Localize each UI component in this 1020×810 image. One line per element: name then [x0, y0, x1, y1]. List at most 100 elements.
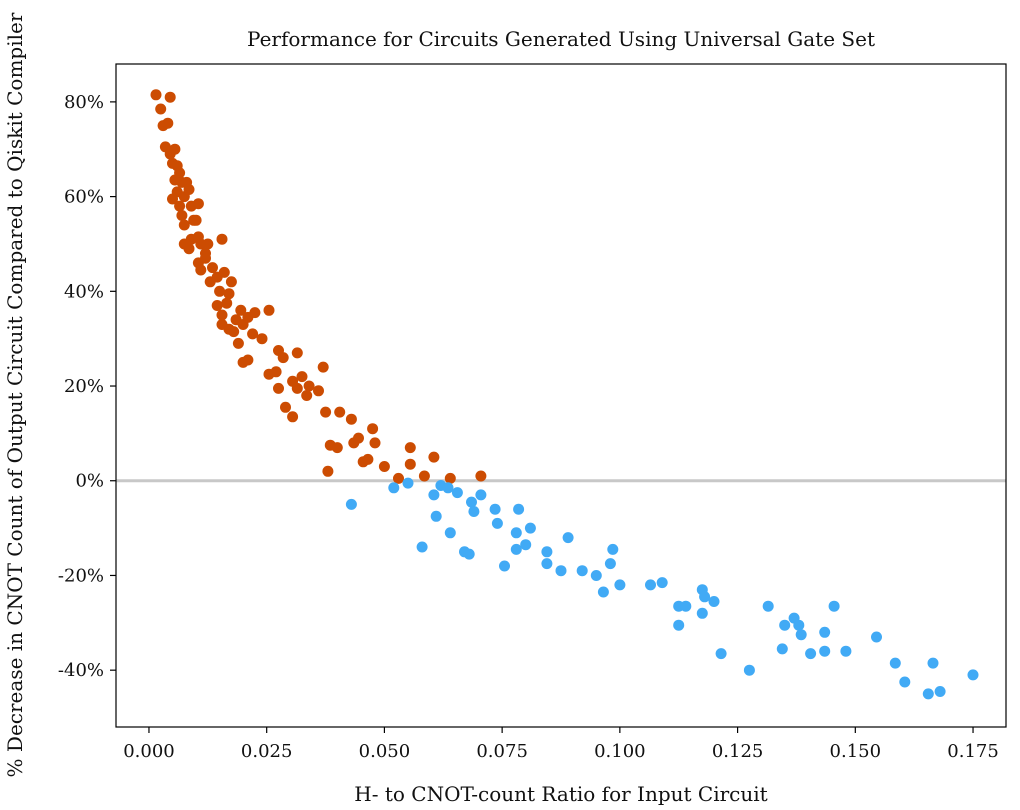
- scatter-point: [819, 645, 831, 657]
- scatter-point: [430, 510, 442, 522]
- x-tick-label: 0.100: [594, 741, 646, 762]
- scatter-point: [743, 664, 755, 676]
- scatter-point: [291, 382, 303, 394]
- scatter-point: [176, 210, 188, 221]
- scatter-point: [192, 198, 204, 210]
- scatter-point: [169, 143, 181, 155]
- x-tick-label: 0.025: [241, 741, 293, 762]
- scatter-point: [404, 458, 416, 470]
- scatter-point: [242, 354, 254, 366]
- scatter-point: [235, 304, 247, 316]
- scatter-point: [362, 453, 374, 465]
- scatter-point: [934, 686, 946, 697]
- scatter-point: [489, 503, 501, 515]
- scatter-point: [510, 527, 522, 539]
- scatter-point: [762, 600, 774, 612]
- y-tick-label: -40%: [58, 660, 104, 681]
- scatter-point: [475, 470, 487, 482]
- scatter-point: [404, 442, 416, 454]
- scatter-point: [776, 643, 788, 655]
- scatter-point: [247, 328, 259, 340]
- scatter-point: [228, 326, 240, 338]
- scatter-point: [303, 380, 315, 392]
- y-tick-label: 80%: [64, 92, 104, 113]
- scatter-point: [223, 288, 235, 300]
- x-tick-label: 0.075: [476, 741, 528, 762]
- scatter-point: [320, 406, 332, 418]
- scatter-point: [183, 243, 195, 255]
- scatter-point: [680, 600, 692, 612]
- scatter-point: [889, 657, 901, 669]
- scatter-point: [604, 558, 616, 570]
- y-tick-label: -20%: [58, 565, 104, 586]
- scatter-point: [428, 489, 440, 501]
- y-axis: -40% -20% 0% 20% 40% 60% 80%: [58, 92, 116, 681]
- scatter-point: [715, 648, 727, 660]
- scatter-point: [164, 91, 176, 103]
- scatter-point: [345, 413, 357, 425]
- x-tick-label: 0.125: [712, 741, 764, 762]
- y-axis-label: % Decrease in CNOT Count of Output Circu…: [3, 12, 27, 777]
- y-tick-label: 0%: [75, 471, 104, 492]
- scatter-point: [590, 570, 602, 581]
- scatter-point: [656, 577, 668, 589]
- plot-frame: [115, 63, 1007, 728]
- scatter-point: [200, 252, 211, 264]
- x-tick-label: 0.175: [947, 741, 999, 762]
- scatter-point: [249, 307, 261, 319]
- scatter-point: [353, 432, 364, 444]
- scatter-point: [499, 560, 510, 572]
- scatter-point: [169, 174, 181, 186]
- x-axis: 0.000 0.025 0.050 0.075 0.100 0.125 0.150 0.175: [123, 727, 999, 762]
- scatter-point: [367, 423, 379, 435]
- scatter-point: [211, 300, 223, 311]
- scatter-point: [927, 657, 939, 669]
- scatter-point: [418, 470, 430, 482]
- scatter-point: [614, 579, 626, 591]
- scatter-point: [468, 506, 480, 517]
- scatter-series-1: [345, 477, 979, 700]
- scatter-point: [819, 626, 831, 638]
- scatter-point: [334, 406, 346, 418]
- scatter-point: [463, 548, 475, 560]
- scatter-point: [510, 543, 522, 555]
- scatter-point: [378, 461, 390, 472]
- scatter-point: [270, 366, 282, 378]
- scatter-point: [218, 266, 230, 278]
- scatter-point: [221, 297, 233, 309]
- scatter-point: [317, 361, 329, 373]
- scatter-point: [922, 688, 934, 700]
- scatter-point: [795, 629, 807, 641]
- scatter-point: [520, 539, 532, 551]
- scatter-point: [216, 309, 228, 321]
- scatter-point: [576, 565, 588, 577]
- scatter-point: [491, 517, 503, 529]
- x-tick-label: 0.000: [123, 741, 175, 762]
- scatter-point: [216, 233, 228, 245]
- scatter-point: [301, 390, 313, 401]
- scatter-point: [779, 619, 791, 631]
- scatter-point: [150, 89, 162, 101]
- scatter-point: [331, 442, 343, 454]
- scatter-point: [513, 503, 525, 515]
- scatter-point: [256, 333, 268, 345]
- scatter-point: [793, 619, 805, 631]
- scatter-point: [402, 477, 414, 489]
- scatter-point: [562, 532, 574, 544]
- scatter-point: [428, 451, 440, 463]
- scatter-point: [207, 262, 218, 274]
- scatter-point: [699, 591, 711, 603]
- y-tick-label: 40%: [64, 281, 104, 302]
- scatter-point: [263, 304, 275, 316]
- scatter-point: [280, 401, 291, 413]
- scatter-point: [313, 385, 324, 397]
- chart-title: Performance for Circuits Generated Using…: [247, 27, 875, 51]
- scatter-point: [202, 238, 214, 250]
- scatter-point: [696, 607, 708, 619]
- scatter-point: [805, 648, 817, 660]
- plot-area: [116, 89, 1006, 700]
- scatter-point: [967, 669, 979, 681]
- scatter-point: [673, 619, 685, 631]
- scatter-point: [162, 117, 174, 129]
